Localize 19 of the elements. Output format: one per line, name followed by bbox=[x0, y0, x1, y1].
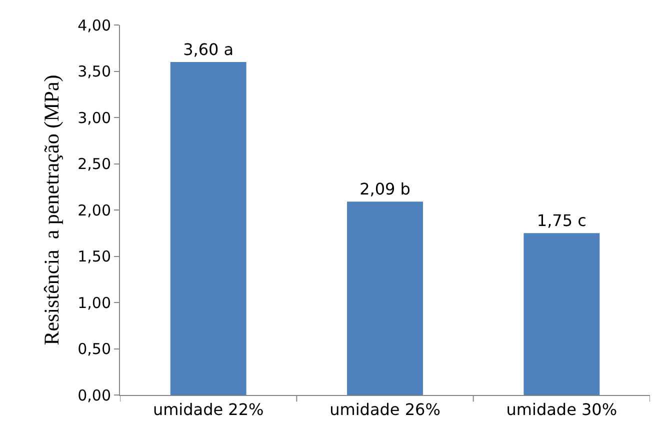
x-tick-label: umidade 22% bbox=[152, 400, 264, 420]
x-tick-label: umidade 26% bbox=[330, 400, 440, 420]
y-tick-label: 2,00 bbox=[78, 201, 111, 220]
bar bbox=[524, 233, 600, 395]
y-tick-label: 1,50 bbox=[78, 248, 111, 266]
x-tick-label: umidade 30% bbox=[506, 400, 618, 420]
y-tick-label: 0,00 bbox=[78, 386, 111, 404]
y-tick-label: 0,50 bbox=[78, 340, 111, 358]
data-label: 2,09 b bbox=[360, 180, 410, 199]
bar bbox=[347, 202, 423, 395]
y-tick-label: 3,50 bbox=[78, 62, 111, 80]
data-label: 1,75 c bbox=[536, 211, 586, 230]
y-tick-label: 3,00 bbox=[78, 108, 111, 127]
bar bbox=[170, 62, 246, 395]
data-label: 3,60 a bbox=[183, 40, 234, 59]
y-tick-label: 4,00 bbox=[78, 16, 111, 34]
y-tick-label: 1,00 bbox=[78, 294, 111, 312]
y-axis-title: Resistência a penetração (MPa) bbox=[40, 74, 64, 346]
y-tick-label: 2,50 bbox=[78, 155, 111, 173]
